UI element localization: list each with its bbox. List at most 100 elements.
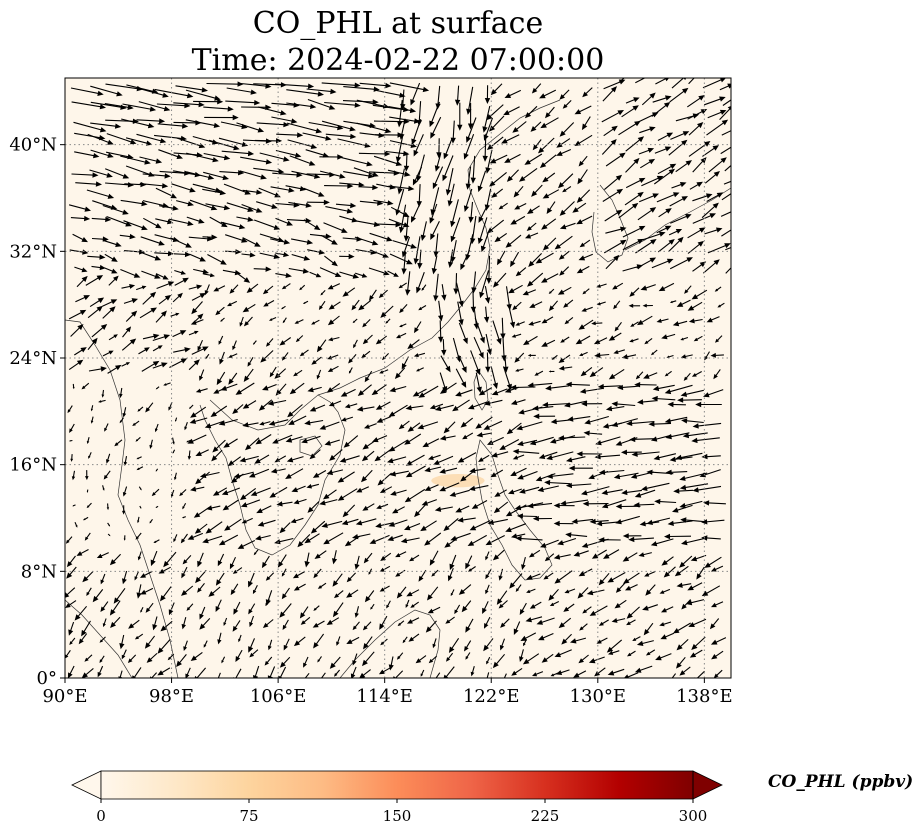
- wind-arrow: [285, 436, 303, 443]
- wind-arrow: [641, 175, 664, 187]
- wind-arrow: [350, 666, 357, 678]
- wind-arrow: [66, 566, 77, 579]
- wind-arrow: [549, 435, 576, 444]
- wind-arrow: [480, 232, 489, 253]
- wind-arrow: [327, 315, 340, 326]
- wind-arrow: [554, 649, 572, 658]
- wind-arrow: [413, 352, 426, 358]
- wind-arrow: [109, 600, 121, 616]
- wind-arrow: [414, 504, 426, 518]
- wind-arrow: [558, 173, 574, 189]
- wind-arrow: [104, 253, 118, 262]
- wind-arrow: [240, 499, 261, 508]
- wind-arrow: [603, 549, 620, 559]
- wind-arrow: [87, 337, 98, 351]
- wind-arrow: [589, 605, 608, 616]
- lon-tick-label: 114°E: [356, 686, 413, 707]
- wind-arrow: [629, 287, 640, 297]
- wind-arrow: [90, 405, 94, 412]
- wind-arrow: [325, 206, 354, 214]
- wind-arrow: [476, 432, 493, 438]
- wind-arrow: [395, 189, 405, 216]
- wind-arrow: [76, 549, 89, 556]
- wind-arrow: [193, 268, 209, 275]
- wind-arrow: [521, 556, 526, 570]
- wind-arrow: [532, 139, 542, 151]
- wind-arrow: [629, 338, 639, 343]
- wind-arrow: [138, 347, 150, 355]
- wind-arrow: [689, 649, 703, 658]
- wind-arrow: [106, 215, 132, 227]
- wind-arrow: [515, 535, 543, 542]
- wind-arrow: [159, 205, 179, 211]
- wind-arrow: [190, 406, 207, 418]
- wind-arrow: [655, 653, 672, 661]
- wind-arrow: [158, 566, 171, 574]
- wind-arrow: [463, 188, 473, 212]
- wind-arrow: [634, 382, 657, 388]
- wind-arrow: [559, 201, 575, 216]
- wind-arrow: [378, 289, 388, 298]
- wind-arrow: [319, 170, 346, 179]
- wind-arrow: [184, 422, 188, 431]
- wind-arrow: [309, 449, 321, 460]
- wind-arrow: [342, 504, 356, 518]
- wind-arrow: [134, 571, 139, 581]
- wind-arrow: [443, 666, 455, 678]
- wind-arrow: [512, 121, 527, 133]
- wind-arrow: [272, 172, 303, 178]
- wind-arrow: [319, 421, 340, 430]
- wind-arrow: [256, 201, 278, 209]
- wind-arrow: [500, 618, 510, 628]
- wind-arrow: [629, 436, 656, 443]
- wind-arrow: [134, 633, 144, 640]
- wind-arrow: [388, 218, 410, 228]
- wind-arrow: [189, 199, 218, 211]
- wind-arrow: [91, 216, 112, 223]
- wind-arrow: [420, 520, 437, 532]
- wind-arrow: [448, 637, 460, 653]
- wind-arrow: [187, 532, 204, 540]
- wind-arrow: [687, 301, 703, 311]
- wind-arrow: [185, 119, 221, 128]
- coastline-indochina: [199, 394, 346, 556]
- wind-arrow: [558, 435, 586, 441]
- wind-arrow: [88, 452, 92, 459]
- wind-arrow: [555, 669, 570, 675]
- wind-arrow: [633, 502, 655, 508]
- wind-arrow: [449, 489, 470, 497]
- wind-arrow: [359, 82, 392, 89]
- wind-arrow: [723, 180, 731, 185]
- wind-arrow: [353, 339, 358, 349]
- wind-arrow: [74, 347, 87, 356]
- wind-arrow: [69, 423, 75, 433]
- wind-arrow: [379, 486, 393, 493]
- wind-arrow: [72, 383, 75, 390]
- wind-arrow: [168, 218, 194, 226]
- wind-arrow: [71, 172, 99, 178]
- wind-arrow: [306, 88, 337, 95]
- wind-arrow: [450, 199, 459, 228]
- wind-arrow: [136, 285, 147, 291]
- wind-arrow: [628, 536, 654, 543]
- wind-arrow: [457, 452, 477, 463]
- wind-arrow: [175, 417, 178, 422]
- wind-arrow: [684, 285, 692, 294]
- wind-arrow: [418, 305, 427, 311]
- wind-arrow: [199, 369, 205, 381]
- wind-arrow: [701, 202, 719, 219]
- lon-tick-label: 130°E: [570, 686, 627, 707]
- wind-arrow: [262, 383, 277, 391]
- wind-arrow: [242, 189, 263, 195]
- wind-arrow: [68, 204, 91, 212]
- wind-arrow: [143, 217, 162, 229]
- map-panel: [64, 77, 732, 679]
- wind-arrow: [312, 620, 325, 628]
- wind-arrow: [84, 532, 91, 541]
- wind-arrow: [485, 568, 492, 580]
- wind-arrow: [625, 157, 640, 173]
- wind-arrow: [142, 173, 171, 179]
- wind-arrow: [611, 618, 626, 623]
- wind-arrow: [541, 273, 559, 283]
- wind-arrow: [140, 587, 154, 595]
